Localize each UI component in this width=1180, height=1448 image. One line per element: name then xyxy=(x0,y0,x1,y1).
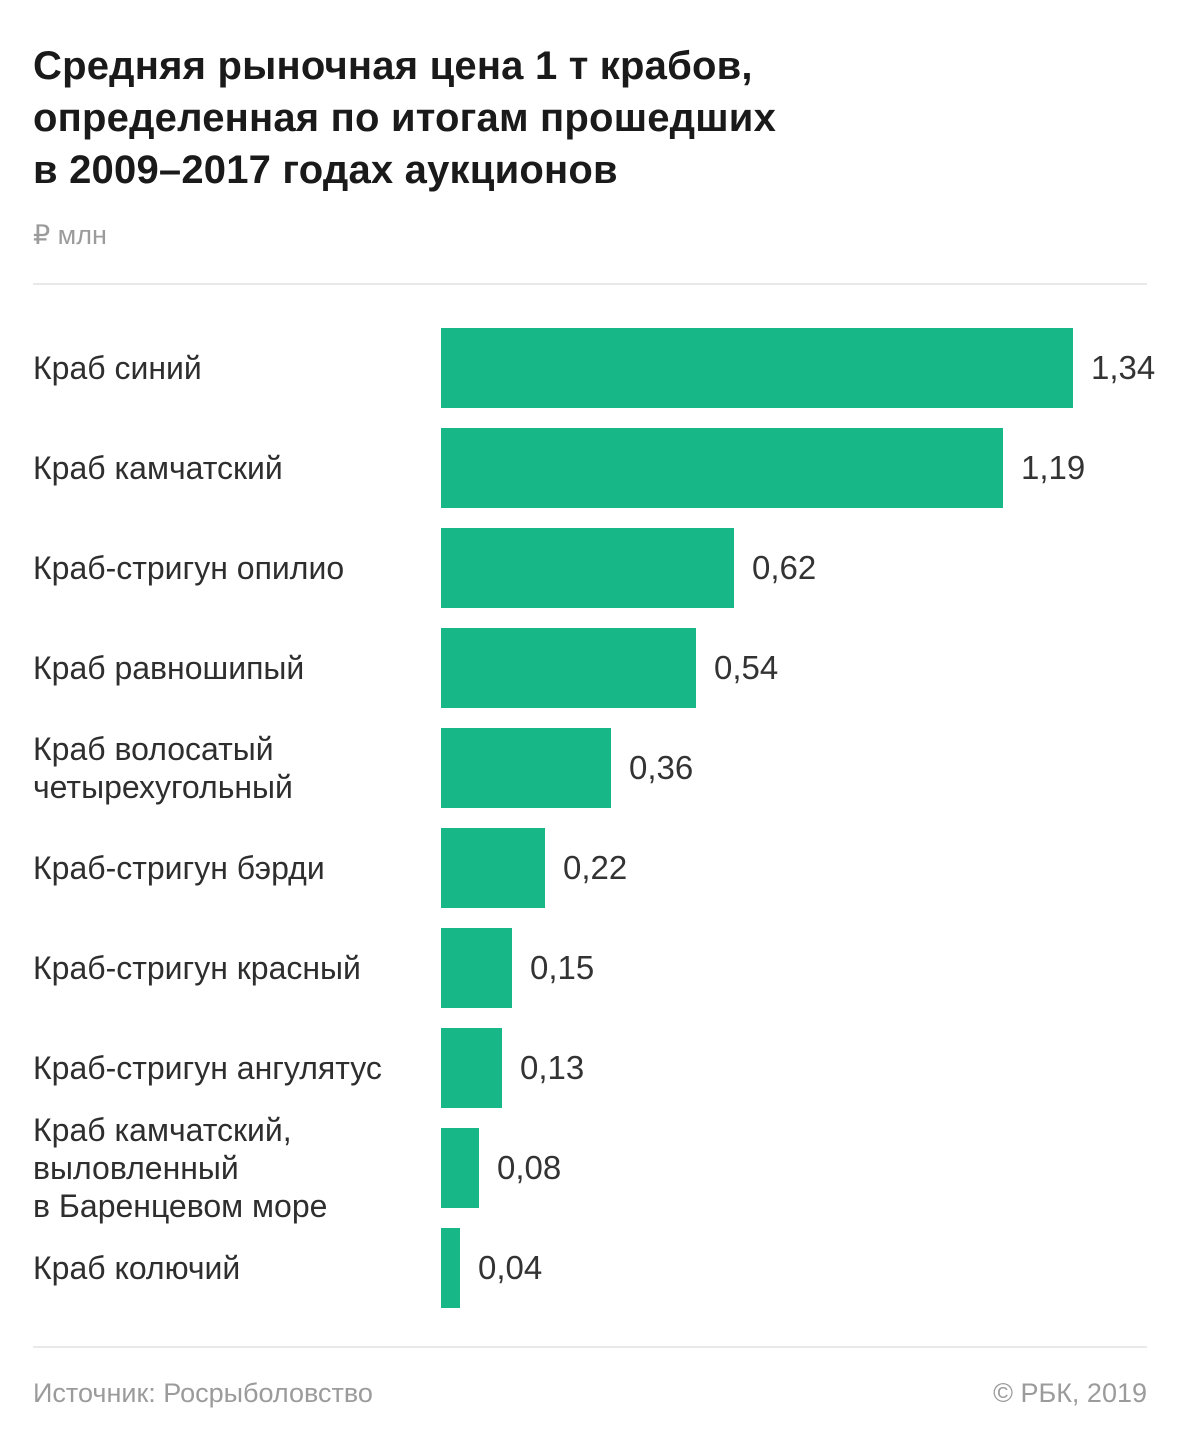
chart-title-line-1: Средняя рыночная цена 1 т крабов, xyxy=(33,44,753,88)
unit-label: ₽ млн xyxy=(33,220,107,250)
page: Средняя рыночная цена 1 т крабов, опреде… xyxy=(33,0,1155,1411)
category-label: Краб синий xyxy=(33,350,202,386)
bar xyxy=(441,728,611,808)
bar-area: 1,19 xyxy=(441,428,1085,508)
bar-value: 0,54 xyxy=(714,649,779,686)
category-label: Краб-стригун ангулятус xyxy=(33,1050,382,1086)
chart-row: Краб колючий 0,04 xyxy=(33,1228,1147,1308)
chart-title-line-2: определенная по итогам прошедших xyxy=(33,96,777,140)
chart-row: Краб равношипый 0,54 xyxy=(33,628,1147,708)
bar-value: 0,36 xyxy=(629,749,694,786)
chart-row: Краб-стригун бэрди 0,22 xyxy=(33,828,1147,908)
copyright-label: © РБК, 2019 xyxy=(993,1378,1147,1408)
footer: Источник: Росрыболовство © РБК, 2019 xyxy=(33,1375,1147,1411)
bar-value: 1,34 xyxy=(1091,349,1156,386)
chart-row: Краб-стригун красный 0,15 xyxy=(33,928,1147,1008)
chart-title-line-3: в 2009–2017 годах аукционов xyxy=(33,148,618,192)
bar xyxy=(441,828,545,908)
bar-area: 0,08 xyxy=(441,1128,561,1208)
bottom-divider xyxy=(33,1346,1147,1348)
bar-area: 0,13 xyxy=(441,1028,584,1108)
chart-row: Краб волосатый четырехугольный 0,36 xyxy=(33,728,1147,808)
category-label: Краб камчатский, выловленный в Баренцевом … xyxy=(33,1112,328,1224)
chart-title: Средняя рыночная цена 1 т крабов, опреде… xyxy=(33,0,1147,196)
bar xyxy=(441,1228,460,1308)
bar xyxy=(441,1128,479,1208)
category-label: Краб равношипый xyxy=(33,650,305,686)
category-label: Краб-стригун опилио xyxy=(33,550,345,586)
chart-row: Краб-стригун опилио 0,62 xyxy=(33,528,1147,608)
bar-value: 0,04 xyxy=(478,1249,543,1286)
category-label: Краб колючий xyxy=(33,1250,241,1286)
bar-value: 0,62 xyxy=(752,549,817,586)
chart-row: Краб синий 1,34 xyxy=(33,328,1155,408)
source-label: Источник: Росрыболовство xyxy=(33,1378,373,1408)
bar-rows: Краб синий 1,34 Краб камчатский 1,19 Кра… xyxy=(33,328,1155,1308)
bar xyxy=(441,928,512,1008)
bar-area: 1,34 xyxy=(441,328,1155,408)
category-label: Краб камчатский xyxy=(33,450,283,486)
bar-value: 0,22 xyxy=(563,849,628,886)
bar-value: 1,19 xyxy=(1021,449,1086,486)
bar-area: 0,04 xyxy=(441,1228,542,1308)
bar-chart: Краб синий 1,34 Краб камчатский 1,19 Кра… xyxy=(33,328,1155,1308)
category-label: Краб-стригун красный xyxy=(33,950,361,986)
bar-value: 0,13 xyxy=(520,1049,585,1086)
bar-area: 0,54 xyxy=(441,628,778,708)
bar-area: 0,62 xyxy=(441,528,816,608)
category-label: Краб волосатый четырехугольный xyxy=(33,731,293,805)
chart-row: Краб-стригун ангулятус 0,13 xyxy=(33,1028,1147,1108)
bar xyxy=(441,1028,502,1108)
category-label: Краб-стригун бэрди xyxy=(33,850,325,886)
bar xyxy=(441,328,1073,408)
top-divider xyxy=(33,283,1147,285)
chart-row: Краб камчатский, выловленный в Баренцевом … xyxy=(33,1112,1147,1224)
bar xyxy=(441,628,696,708)
bar xyxy=(441,528,734,608)
chart-row: Краб камчатский 1,19 xyxy=(33,428,1147,508)
bar xyxy=(441,428,1003,508)
bar-area: 0,36 xyxy=(441,728,693,808)
bar-area: 0,22 xyxy=(441,828,627,908)
bar-area: 0,15 xyxy=(441,928,594,1008)
bar-value: 0,08 xyxy=(497,1149,562,1186)
bar-value: 0,15 xyxy=(530,949,595,986)
